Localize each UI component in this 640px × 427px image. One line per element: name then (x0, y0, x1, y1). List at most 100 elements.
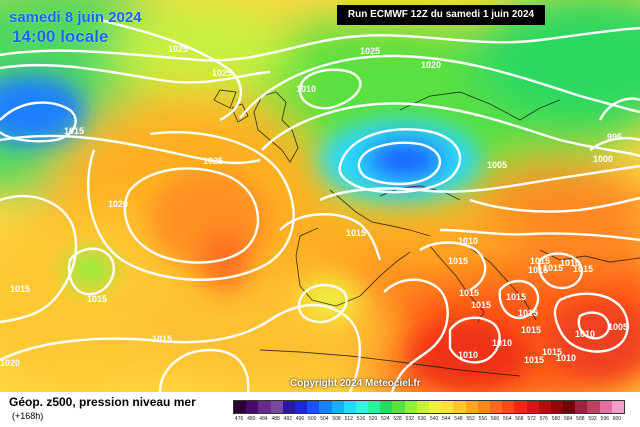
isobar-label: 1010 (492, 338, 512, 348)
isobar-label: 1010 (458, 350, 478, 360)
isobar-label: 1020 (108, 199, 128, 209)
legend-tick-label: 560 (490, 416, 500, 422)
legend-swatch (307, 401, 320, 413)
legend-swatch (575, 401, 588, 413)
copyright-text: Copyright 2024 Meteociel.fr (290, 378, 421, 389)
isobar-label: 1010 (560, 258, 580, 268)
legend-swatch (355, 401, 369, 413)
isobar-label: 1015 (506, 292, 526, 302)
legend-tick-label: 532 (405, 416, 414, 422)
legend-tick-label: 596 (600, 416, 609, 422)
isobar-label: 1015 (448, 256, 468, 266)
legend-swatch (563, 401, 576, 413)
legend-swatch (550, 401, 564, 413)
legend-swatch (380, 401, 393, 413)
legend-swatch (538, 401, 551, 413)
legend-tick-label: 480 (247, 416, 256, 422)
isobar-label: 1010 (575, 329, 595, 339)
forecast-lead-time: (+168h) (12, 411, 44, 421)
isobar-label: 1015 (87, 294, 107, 304)
legend-tick-label: 492 (283, 416, 293, 422)
legend-swatch (282, 401, 295, 413)
legend-tick-label: 524 (381, 416, 390, 422)
isobar-label: 1015 (530, 256, 550, 266)
legend-tick-label: 572 (527, 416, 536, 422)
isobar-label: 1015 (528, 265, 548, 275)
legend-tick-label: 484 (259, 416, 268, 422)
legend-swatch (429, 401, 442, 413)
isobar-label: 1025 (212, 68, 232, 78)
legend-swatch (441, 401, 454, 413)
map-title: Géop. z500, pression niveau mer (9, 395, 196, 409)
legend-tick-label: 552 (466, 416, 475, 422)
color-scale-bar (233, 400, 625, 414)
legend-swatch (368, 401, 381, 413)
coastlines (213, 89, 640, 377)
isobar-label: 1020 (421, 60, 441, 70)
isobar-label: 1010 (556, 353, 576, 363)
isobar-label: 1015 (521, 325, 541, 335)
legend-tick-label: 516 (356, 416, 366, 422)
legend-swatch (477, 401, 490, 413)
isobar-label: 1025 (360, 46, 380, 56)
legend-tick-label: 500 (308, 416, 317, 422)
legend-swatch (258, 401, 271, 413)
legend-tick-label: 576 (539, 416, 548, 422)
legend-tick-label: 508 (332, 416, 341, 422)
legend-swatch (294, 401, 308, 413)
isobar-label: 1015 (543, 263, 563, 273)
legend-tick-label: 520 (368, 416, 378, 422)
legend-swatch (246, 401, 259, 413)
legend-tick-label: 544 (442, 416, 451, 422)
legend-tick-label: 592 (588, 416, 597, 422)
legend-swatch (453, 401, 466, 413)
forecast-time: 14:00 locale (12, 27, 109, 46)
legend-swatch (502, 401, 515, 413)
legend-swatch (599, 401, 612, 413)
isobar-label: 1010 (296, 84, 316, 94)
legend-swatch (611, 401, 624, 413)
geopotential-map: 1025102510201025101510101025102010151005… (0, 0, 640, 392)
isobar-label: 1015 (10, 284, 30, 294)
legend-swatch (526, 401, 539, 413)
legend-tick-label: 568 (515, 416, 524, 422)
isobar-label: 1020 (0, 358, 20, 368)
isobar-label: 1015 (471, 300, 491, 310)
legend-tick-label: 540 (429, 416, 439, 422)
isobar-label: 1015 (64, 126, 84, 136)
legend-swatch (319, 401, 332, 413)
isobar-label: 1005 (608, 322, 628, 332)
legend-swatch (234, 401, 247, 413)
legend-swatch (392, 401, 405, 413)
legend-swatch (331, 401, 344, 413)
color-scale-ticks: 476 480 484 488 492 496 500 504 508 512 516 520 524 5… (233, 416, 623, 426)
isobars (0, 18, 640, 392)
isobar-labels: 1025102510201025101510101025102010151005… (0, 44, 628, 368)
legend-tick-label: 600 (612, 416, 622, 422)
legend-tick-label: 528 (393, 416, 402, 422)
isobar-label: 1015 (518, 308, 538, 318)
legend-tick-label: 536 (417, 416, 427, 422)
isobar-label: 1015 (346, 228, 366, 238)
isobar-label: 1010 (458, 236, 478, 246)
isobar-label: 1015 (459, 288, 479, 298)
legend-swatch (587, 401, 600, 413)
run-info-banner: Run ECMWF 12Z du samedi 1 juin 2024 (337, 5, 545, 25)
isobar-label: 1015 (573, 264, 593, 274)
legend-tick-label: 564 (503, 416, 512, 422)
legend-tick-label: 476 (234, 416, 244, 422)
isobar-label: 1025 (168, 44, 188, 54)
legend-swatch (489, 401, 503, 413)
z500-color-field (0, 0, 640, 392)
isobar-label: 1015 (542, 347, 562, 357)
isobar-label: 1015 (524, 355, 544, 365)
isobar-label: 1015 (152, 334, 172, 344)
legend-tick-label: 580 (551, 416, 561, 422)
legend-tick-label: 548 (454, 416, 463, 422)
legend-swatch (416, 401, 429, 413)
forecast-date: samedi 8 juin 2024 (9, 9, 142, 26)
legend-swatch (514, 401, 527, 413)
legend-tick-label: 584 (563, 416, 573, 422)
isobar-label: 1025 (203, 156, 223, 166)
legend-tick-label: 556 (478, 416, 488, 422)
